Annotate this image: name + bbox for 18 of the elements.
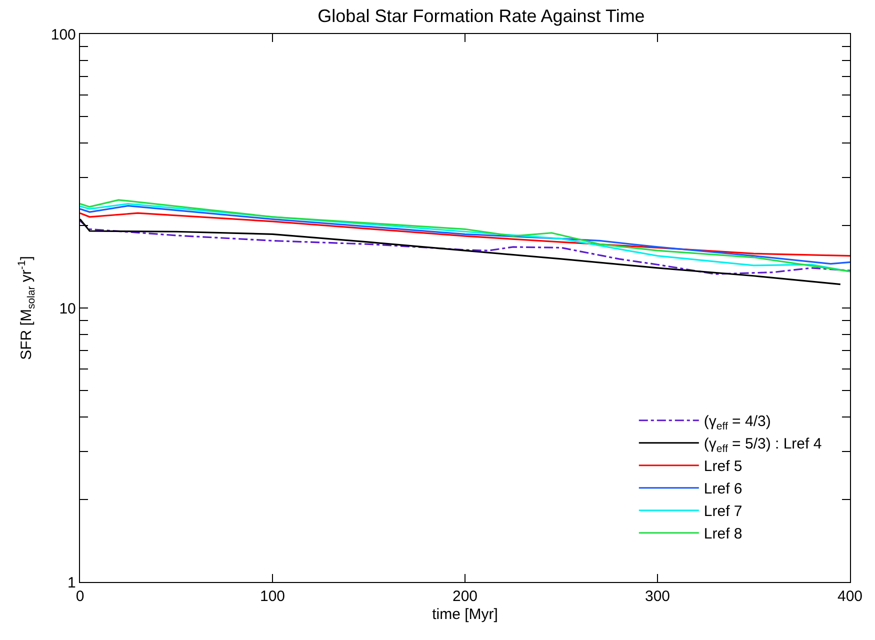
x-tick-label: 0 <box>76 588 84 606</box>
x-tick-label: 400 <box>837 588 863 606</box>
y-tick-label: 100 <box>50 26 76 44</box>
x-tick-label: 100 <box>260 588 286 606</box>
line-series <box>80 212 850 257</box>
legend-label: Lref 5 <box>704 458 742 476</box>
y-tick-label: 1 <box>68 574 76 592</box>
legend-label: Lref 6 <box>704 480 742 498</box>
legend-label: Lref 7 <box>704 503 742 520</box>
legend-label: (γ$_{eff}$ = 5/3) : Lref 4 <box>704 436 822 455</box>
y-tick-label: 10 <box>59 300 76 318</box>
x-tick-label: 300 <box>644 588 670 606</box>
chart-title: Global Star Formation Rate Against Time <box>318 6 645 26</box>
line-series <box>80 220 850 275</box>
legend-label: Lref 8 <box>704 526 742 543</box>
x-tick-label: 200 <box>452 588 478 606</box>
x-axis-title: time [Myr] <box>432 606 498 624</box>
legend-label: (γ$_{eff}$ = 4/3) <box>704 413 771 432</box>
